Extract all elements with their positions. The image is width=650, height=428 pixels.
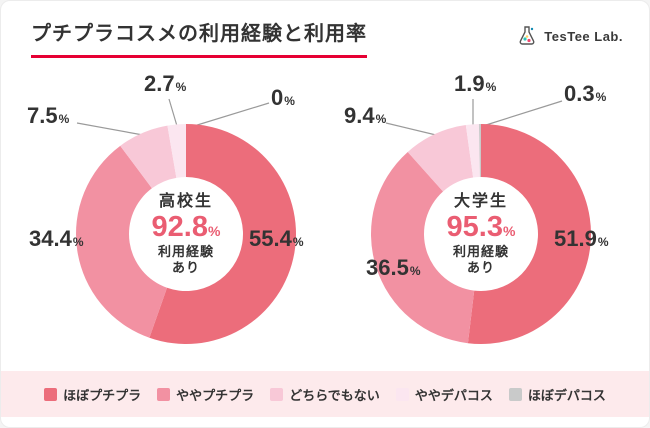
segment-label: 9.4%: [344, 103, 387, 128]
leader-line: [193, 102, 270, 127]
segment-label: 51.9%: [554, 226, 609, 251]
segment-label: 0%: [271, 85, 295, 110]
usage-note: 利用経験: [157, 243, 214, 259]
usage-note: 利用経験: [452, 243, 509, 259]
leader-line: [385, 122, 437, 136]
usage-note: あり: [171, 259, 200, 275]
segment-label: 0.3%: [564, 81, 607, 106]
segment-label: 7.5%: [27, 103, 70, 128]
legend-item: ほぼデパコス: [508, 385, 606, 404]
brand-logo: TesTee Lab.: [516, 25, 623, 47]
segment-label: 2.7%: [144, 71, 187, 96]
legend-item: ややプチプラ: [157, 385, 254, 404]
legend-item: どちらでもない: [270, 385, 380, 404]
legend-swatch-icon: [157, 387, 171, 401]
segment-label: 55.4%: [249, 226, 304, 251]
donut-center-university: 大学生 95.3% 利用経験 あり: [447, 192, 516, 276]
donut-center-highschool: 高校生 92.8% 利用経験 あり: [152, 192, 221, 276]
leader-line: [76, 122, 144, 136]
donut-svg-highschool: [75, 98, 296, 344]
segment-label: 34.4%: [29, 226, 84, 251]
flask-icon: [519, 26, 535, 45]
leader-line: [485, 100, 563, 126]
legend-item: ややデパコス: [395, 385, 493, 404]
legend-item: ほぼプチプラ: [44, 385, 141, 404]
usage-rate: 95.3%: [446, 210, 516, 243]
legend-swatch-icon: [270, 387, 284, 401]
donut-svg-university: [371, 99, 592, 344]
usage-rate: 92.8%: [151, 210, 221, 243]
segment-label: 36.5%: [366, 255, 421, 280]
leader-line: [168, 98, 178, 127]
brand-name: TesTee Lab.: [544, 28, 623, 44]
group-label: 高校生: [158, 192, 213, 210]
page-title: プチプラコスメの利用経験と利用率: [31, 17, 367, 58]
legend-swatch-icon: [44, 387, 58, 401]
legend-swatch-icon: [395, 387, 409, 401]
donut-chart-university: 51.9% 36.5% 9.4% 1.9% 0.3% 大学生 95.3% 利用経…: [326, 71, 636, 389]
legend-swatch-icon: [508, 387, 522, 401]
legend: ほぼプチプラ ややプチプラ どちらでもない ややデパコス ほぼデパコス: [1, 371, 649, 417]
group-label: 大学生: [453, 192, 508, 210]
segment-label: 1.9%: [454, 71, 497, 96]
donut-chart-highschool: 55.4% 34.4% 7.5% 2.7% 0% 高校生 92.8% 利用経験 …: [27, 71, 341, 389]
usage-note: あり: [466, 259, 495, 275]
